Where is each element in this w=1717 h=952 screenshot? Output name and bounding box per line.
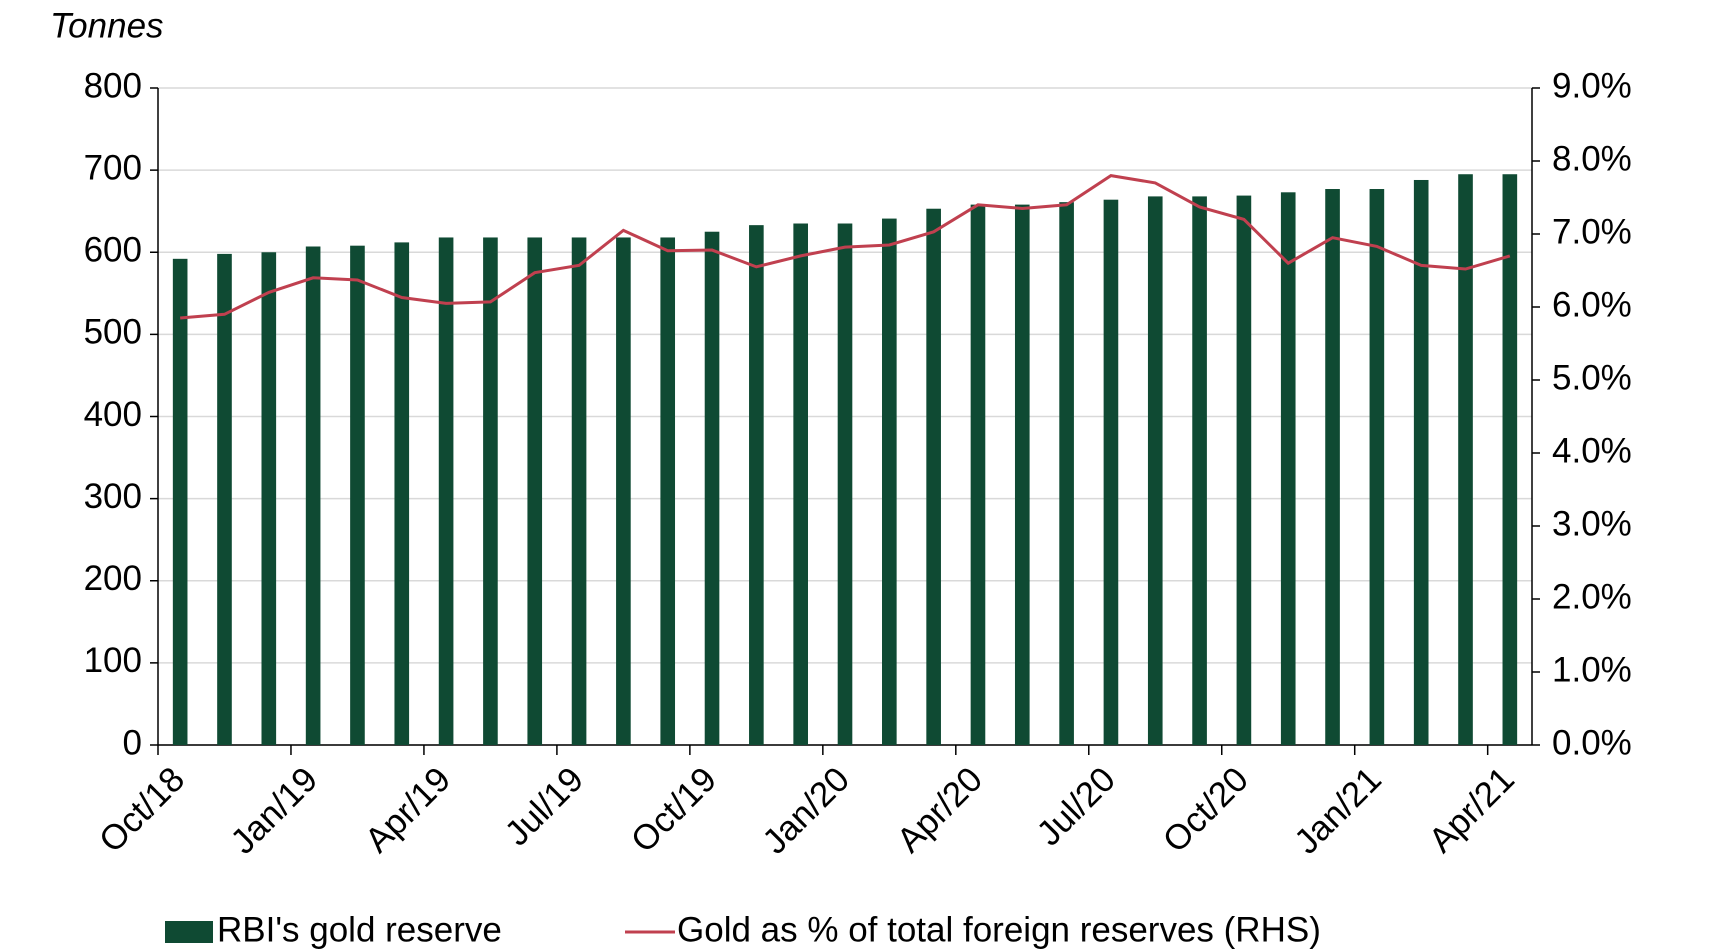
y-tick-label: 400 (84, 395, 142, 434)
y2-tick-label: 2.0% (1552, 577, 1632, 616)
x-tick-label: Apr/19 (358, 760, 458, 860)
y2-tick-label: 9.0% (1552, 66, 1632, 105)
x-tick-label: Oct/19 (624, 760, 724, 860)
bar (837, 223, 853, 746)
bar (438, 237, 454, 745)
bar (1369, 189, 1385, 746)
line (180, 174, 1511, 320)
y-tick-label: 0 (123, 723, 142, 762)
bar (660, 237, 676, 745)
bar (1192, 196, 1207, 745)
bar (1014, 204, 1030, 745)
y-tick-label: 500 (84, 313, 142, 352)
x-tick-label: Jan/19 (223, 760, 325, 862)
bar (926, 208, 941, 745)
y2-tick-label: 0.0% (1552, 723, 1632, 762)
bar (350, 245, 365, 745)
y2-tick-label: 8.0% (1552, 139, 1632, 178)
legend-label: Gold as % of total foreign reserves (RHS… (677, 910, 1321, 949)
y2-tick-label: 1.0% (1552, 650, 1632, 689)
bar (1103, 199, 1119, 745)
y-tick-label: 800 (84, 66, 142, 105)
bar (1059, 202, 1074, 745)
y-tick-label: 100 (84, 641, 142, 680)
bar (1147, 196, 1163, 745)
y-axis-title: Tonnes (50, 6, 164, 45)
y-tick-label: 600 (84, 231, 142, 270)
bar (1502, 174, 1518, 745)
x-tick-label: Oct/18 (92, 760, 192, 860)
bar (527, 237, 543, 745)
bar (1413, 179, 1429, 746)
legend-label: RBI's gold reserve (217, 910, 502, 949)
bar (616, 237, 631, 745)
x-tick-label: Jul/19 (497, 760, 591, 854)
bar (305, 246, 321, 745)
y2-tick-label: 5.0% (1552, 358, 1632, 397)
y-tick-label: 300 (84, 477, 142, 516)
bar (1325, 189, 1340, 746)
bar (749, 225, 764, 745)
x-tick-label: Jul/20 (1029, 760, 1123, 854)
bar (1280, 192, 1296, 745)
bar (1458, 174, 1473, 745)
bar (217, 253, 232, 745)
bar (571, 237, 587, 745)
x-tick-label: Jan/21 (1287, 760, 1389, 862)
bar (704, 231, 720, 745)
bar (483, 237, 498, 745)
y2-tick-label: 7.0% (1552, 212, 1632, 251)
bar (882, 218, 897, 746)
y2-tick-label: 3.0% (1552, 504, 1632, 543)
bar (1236, 195, 1252, 746)
y2-tick-label: 6.0% (1552, 285, 1632, 324)
y-tick-label: 700 (84, 148, 142, 187)
bar (793, 223, 808, 746)
x-tick-label: Apr/20 (890, 760, 990, 860)
bar (970, 204, 986, 745)
x-tick-label: Oct/20 (1155, 760, 1255, 860)
bar (172, 258, 188, 745)
legend-swatch (165, 921, 213, 943)
y2-tick-label: 4.0% (1552, 431, 1632, 470)
y-tick-label: 200 (84, 559, 142, 598)
bar (261, 252, 277, 745)
x-tick-label: Apr/21 (1421, 760, 1521, 860)
x-tick-label: Jan/20 (755, 760, 857, 862)
bar (394, 242, 410, 745)
